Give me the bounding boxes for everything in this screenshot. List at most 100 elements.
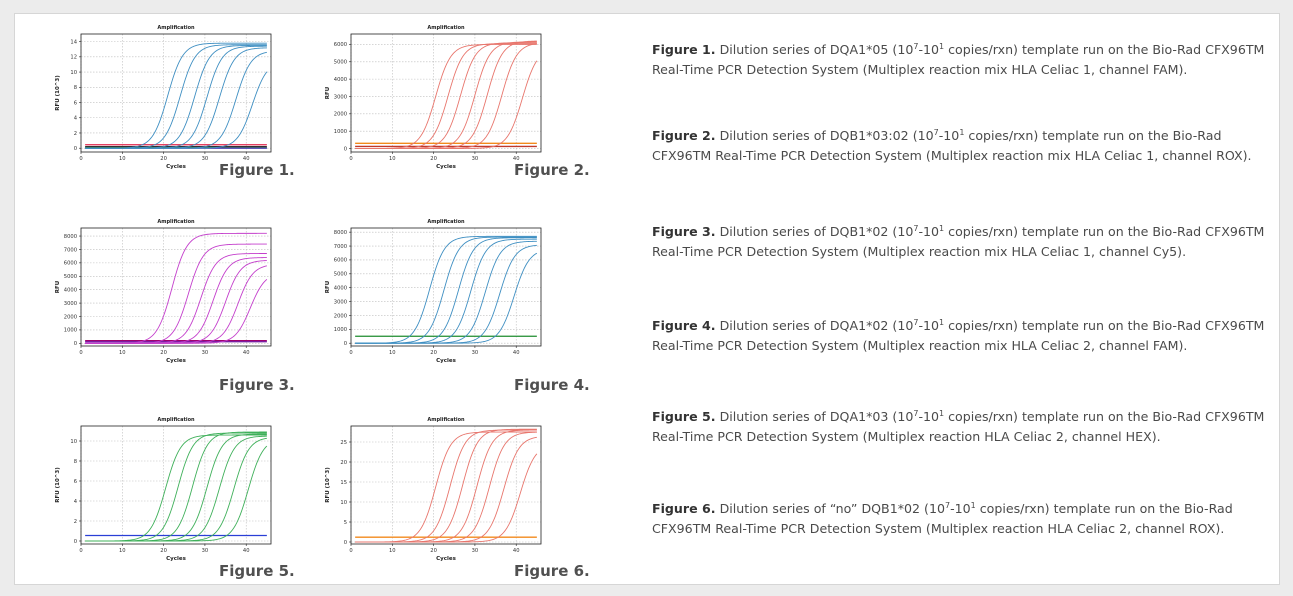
x-axis-label: Cycles	[166, 164, 186, 170]
y-axis-label: RFU (10^3)	[55, 467, 61, 503]
caption-text: -10	[918, 318, 940, 333]
y-tick-label: 1000	[334, 327, 347, 333]
y-tick-label: 2	[74, 519, 77, 525]
caption-text: -10	[918, 224, 940, 239]
y-tick-label: 2000	[64, 314, 77, 320]
y-tick-label: 1000	[334, 129, 347, 135]
x-tick-label: 0	[349, 350, 352, 356]
y-tick-label: 2000	[334, 112, 347, 118]
caption-sup: 7	[913, 41, 919, 51]
y-tick-label: 10	[340, 500, 347, 506]
y-tick-label: 3000	[64, 301, 77, 307]
y-tick-label: 15	[340, 480, 347, 486]
caption-text: copies/rxn) template run on the Bio-Rad …	[652, 42, 1265, 77]
figure-label: Figure 6.	[514, 562, 590, 580]
x-tick-label: 10	[119, 350, 126, 356]
chart-title: Amplification	[427, 219, 465, 225]
plot-frame	[350, 33, 542, 153]
caption-sup: 7	[913, 408, 919, 418]
chart-title: Amplification	[157, 417, 195, 423]
amplification-curve	[85, 44, 267, 149]
y-tick-label: 5	[344, 520, 347, 526]
figure-label: Figure 3.	[219, 376, 295, 394]
x-tick-label: 10	[389, 350, 396, 356]
amplification-curve	[355, 60, 538, 149]
amplification-chart: Amplification 0 10 20 30 40 0 2 4 6 8 10 12 14 Cycles R…	[55, 25, 272, 170]
amplification-curve	[355, 429, 537, 543]
caption-text: -10	[950, 501, 971, 516]
x-tick-label: 40	[243, 548, 250, 554]
amplification-curve	[355, 436, 537, 543]
y-tick-label: 2	[74, 131, 77, 137]
y-tick-label: 4000	[334, 77, 347, 83]
x-tick-label: 30	[472, 548, 479, 554]
y-tick-label: 7000	[334, 244, 347, 250]
caption-sup: 7	[933, 127, 939, 137]
chart-figure-2: Amplification 0 10 20 30 40 0 1000 2000 3000 4000 5…	[313, 22, 548, 174]
caption-sup: 7	[913, 223, 919, 233]
caption-sup: 7	[913, 317, 919, 327]
amplification-curve	[355, 240, 537, 344]
y-tick-label: 4	[74, 116, 78, 122]
y-axis-label: RFU	[325, 281, 331, 293]
x-tick-label: 30	[472, 156, 479, 162]
caption-text: copies/rxn) template run on the Bio-Rad …	[652, 318, 1265, 353]
x-tick-label: 10	[389, 548, 396, 554]
amplification-curve	[355, 238, 537, 344]
caption-text: copies/rxn) template run on the Bio-Rad …	[652, 128, 1252, 163]
amplification-curve	[85, 445, 268, 542]
x-axis-label: Cycles	[166, 556, 186, 562]
x-tick-label: 20	[160, 548, 167, 554]
caption-sup: 1	[939, 223, 945, 233]
y-tick-label: 6000	[334, 42, 347, 48]
amplification-curve	[85, 437, 267, 542]
x-tick-label: 0	[79, 156, 82, 162]
y-tick-label: 6	[74, 100, 77, 106]
x-tick-label: 40	[243, 156, 250, 162]
chart-figure-6: Amplification 0 10 20 30 40 0 5 10 15 20 25 Cycles RF…	[313, 414, 548, 566]
figure-label: Figure 5.	[219, 562, 295, 580]
amplification-curve	[85, 243, 267, 344]
x-tick-label: 0	[79, 350, 82, 356]
y-tick-label: 25	[340, 440, 347, 446]
y-tick-label: 7000	[64, 247, 77, 253]
y-tick-label: 6000	[334, 258, 347, 264]
x-tick-label: 0	[349, 156, 352, 162]
x-axis-label: Cycles	[166, 358, 186, 364]
caption-text: -10	[938, 128, 960, 143]
y-tick-label: 8	[74, 459, 77, 465]
caption-figure-2: Figure 2. Dilution series of DQB1*03:02 …	[652, 126, 1282, 165]
y-tick-label: 6	[74, 479, 77, 485]
caption-figure-4: Figure 4. Dilution series of DQA1*02 (10…	[652, 316, 1282, 355]
chart-figure-4: Amplification 0 10 20 30 40 0 1000 2000 3000 4000 5…	[313, 216, 548, 368]
caption-text: Dilution series of DQA1*03 (10	[715, 409, 914, 424]
caption-label: Figure 4.	[652, 318, 716, 333]
y-tick-label: 8000	[334, 230, 347, 236]
amplification-curve	[355, 236, 537, 344]
amplification-curve	[85, 265, 267, 344]
caption-figure-5: Figure 5. Dilution series of DQA1*03 (10…	[652, 407, 1282, 446]
x-tick-label: 0	[79, 548, 82, 554]
y-tick-label: 8000	[64, 234, 77, 240]
x-tick-label: 20	[430, 350, 437, 356]
x-tick-label: 30	[202, 350, 209, 356]
y-tick-label: 2000	[334, 313, 347, 319]
plot-frame	[80, 227, 272, 347]
chart-figure-3: Amplification 0 10 20 30 40 0 1000 2000 3000 4000 5…	[43, 216, 278, 368]
x-tick-label: 20	[160, 350, 167, 356]
x-tick-label: 40	[513, 548, 520, 554]
x-axis-label: Cycles	[436, 164, 456, 170]
amplification-curve	[355, 431, 537, 543]
figure-label: Figure 4.	[514, 376, 590, 394]
amplification-chart: Amplification 0 10 20 30 40 0 1000 2000 3000 4000 5…	[325, 25, 542, 170]
figure-panel: Amplification 0 10 20 30 40 0 2 4 6 8 10 12 14 Cycles R…	[14, 13, 1280, 585]
amplification-curve	[85, 432, 267, 542]
caption-sup: 1	[939, 41, 945, 51]
y-tick-label: 1000	[64, 328, 77, 334]
caption-sup: 1	[939, 408, 945, 418]
y-tick-label: 8	[74, 85, 77, 91]
caption-label: Figure 3.	[652, 224, 716, 239]
x-axis-label: Cycles	[436, 358, 456, 364]
amplification-chart: Amplification 0 10 20 30 40 0 5 10 15 20 25 Cycles RF…	[325, 417, 542, 562]
x-tick-label: 40	[513, 350, 520, 356]
